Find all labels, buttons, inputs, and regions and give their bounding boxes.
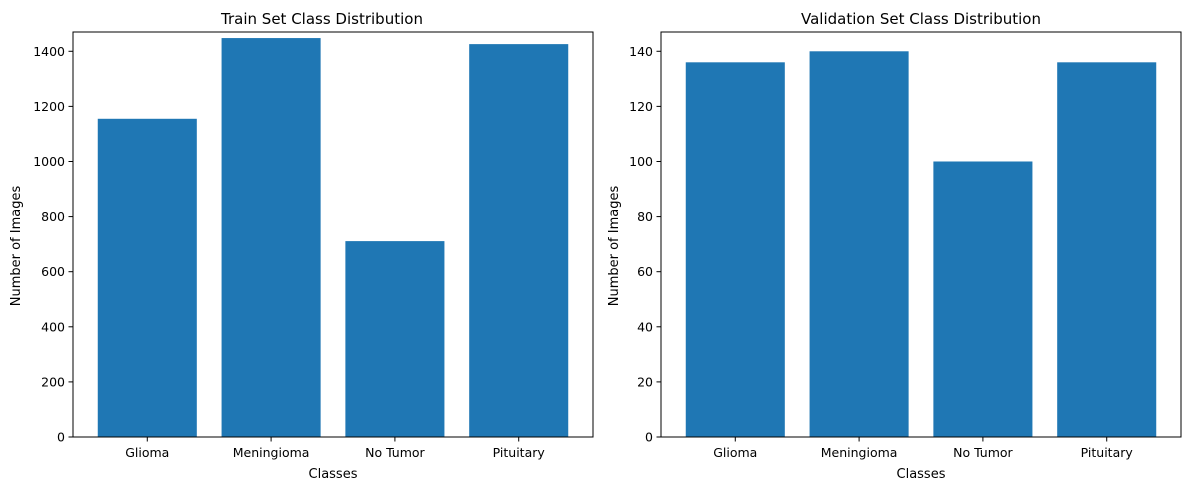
train-chart-title: Train Set Class Distribution bbox=[220, 10, 423, 28]
train-y-tick-label: 0 bbox=[57, 430, 65, 445]
train-x-tick-label: No Tumor bbox=[365, 445, 425, 460]
validation-bars bbox=[685, 51, 1157, 438]
train-x-tick-label: Glioma bbox=[125, 445, 169, 460]
train-y-tick-label: 1000 bbox=[33, 154, 65, 169]
train-x-ticks: Glioma Meningioma No Tumor Pituitary bbox=[125, 437, 545, 460]
validation-y-tick-label: 120 bbox=[629, 99, 653, 114]
validation-y-ticks: 0 20 40 60 80 100 120 140 bbox=[629, 44, 661, 445]
train-y-tick-label: 1400 bbox=[33, 44, 65, 59]
train-y-tick-label: 200 bbox=[41, 374, 65, 389]
validation-x-tick-label: Meningioma bbox=[821, 445, 898, 460]
train-y-tick-label: 1200 bbox=[33, 99, 65, 114]
validation-chart-title: Validation Set Class Distribution bbox=[801, 10, 1041, 28]
train-bar-no-tumor bbox=[345, 241, 445, 437]
validation-y-tick-label: 60 bbox=[637, 264, 653, 279]
train-y-tick-label: 400 bbox=[41, 319, 65, 334]
validation-y-tick-label: 0 bbox=[645, 430, 653, 445]
train-y-tick-label: 800 bbox=[41, 209, 65, 224]
train-bar-pituitary bbox=[469, 44, 569, 438]
validation-bar-meningioma bbox=[809, 51, 909, 437]
validation-bar-glioma bbox=[685, 62, 785, 438]
validation-x-tick-label: Pituitary bbox=[1081, 445, 1134, 460]
validation-x-tick-label: Glioma bbox=[713, 445, 757, 460]
train-plot-frame bbox=[72, 31, 594, 438]
train-bar-meningioma bbox=[221, 38, 321, 438]
validation-x-ticks: Glioma Meningioma No Tumor Pituitary bbox=[713, 437, 1133, 460]
validation-chart: Validation Set Class Distribution Classe… bbox=[607, 10, 1182, 482]
train-x-tick-label: Meningioma bbox=[233, 445, 310, 460]
validation-x-tick-label: No Tumor bbox=[953, 445, 1013, 460]
train-x-tick-label: Pituitary bbox=[493, 445, 546, 460]
validation-y-tick-label: 20 bbox=[637, 374, 653, 389]
validation-y-tick-label: 80 bbox=[637, 209, 653, 224]
validation-y-tick-label: 40 bbox=[637, 319, 653, 334]
validation-y-axis-label: Number of Images bbox=[607, 186, 622, 307]
train-y-tick-label: 600 bbox=[41, 264, 65, 279]
validation-bar-pituitary bbox=[1057, 62, 1157, 438]
validation-y-tick-label: 100 bbox=[629, 154, 653, 169]
train-y-axis-label: Number of Images bbox=[9, 186, 24, 307]
validation-plot-frame bbox=[660, 31, 1182, 438]
validation-y-tick-label: 140 bbox=[629, 44, 653, 59]
train-bar-glioma bbox=[97, 118, 197, 437]
train-x-axis-label: Classes bbox=[309, 467, 358, 482]
validation-x-axis-label: Classes bbox=[897, 467, 946, 482]
train-bars bbox=[97, 38, 569, 438]
validation-bar-no-tumor bbox=[933, 161, 1033, 438]
train-chart: Train Set Class Distribution Classes Num… bbox=[9, 10, 594, 482]
train-y-ticks: 0 200 400 600 800 1000 1200 1400 bbox=[33, 44, 73, 445]
